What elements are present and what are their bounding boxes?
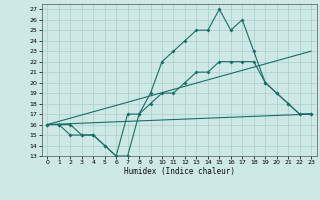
X-axis label: Humidex (Indice chaleur): Humidex (Indice chaleur) [124, 167, 235, 176]
